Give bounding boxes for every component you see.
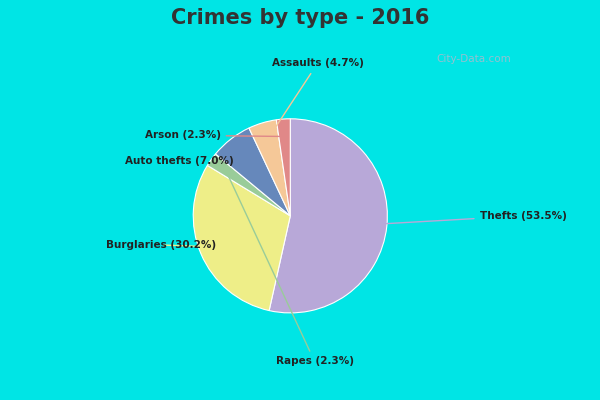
- Wedge shape: [193, 166, 290, 310]
- Text: Burglaries (30.2%): Burglaries (30.2%): [106, 240, 216, 250]
- Text: City-Data.com: City-Data.com: [437, 54, 512, 64]
- Wedge shape: [215, 128, 290, 216]
- Text: Crimes by type - 2016: Crimes by type - 2016: [171, 8, 429, 28]
- Text: Rapes (2.3%): Rapes (2.3%): [227, 172, 353, 366]
- Text: Assaults (4.7%): Assaults (4.7%): [269, 58, 364, 137]
- Wedge shape: [208, 154, 290, 216]
- Text: Arson (2.3%): Arson (2.3%): [145, 130, 282, 140]
- Wedge shape: [277, 119, 290, 216]
- Text: Thefts (53.5%): Thefts (53.5%): [372, 211, 566, 224]
- Text: Auto thefts (7.0%): Auto thefts (7.0%): [125, 153, 242, 166]
- Wedge shape: [249, 120, 290, 216]
- Wedge shape: [269, 119, 388, 313]
